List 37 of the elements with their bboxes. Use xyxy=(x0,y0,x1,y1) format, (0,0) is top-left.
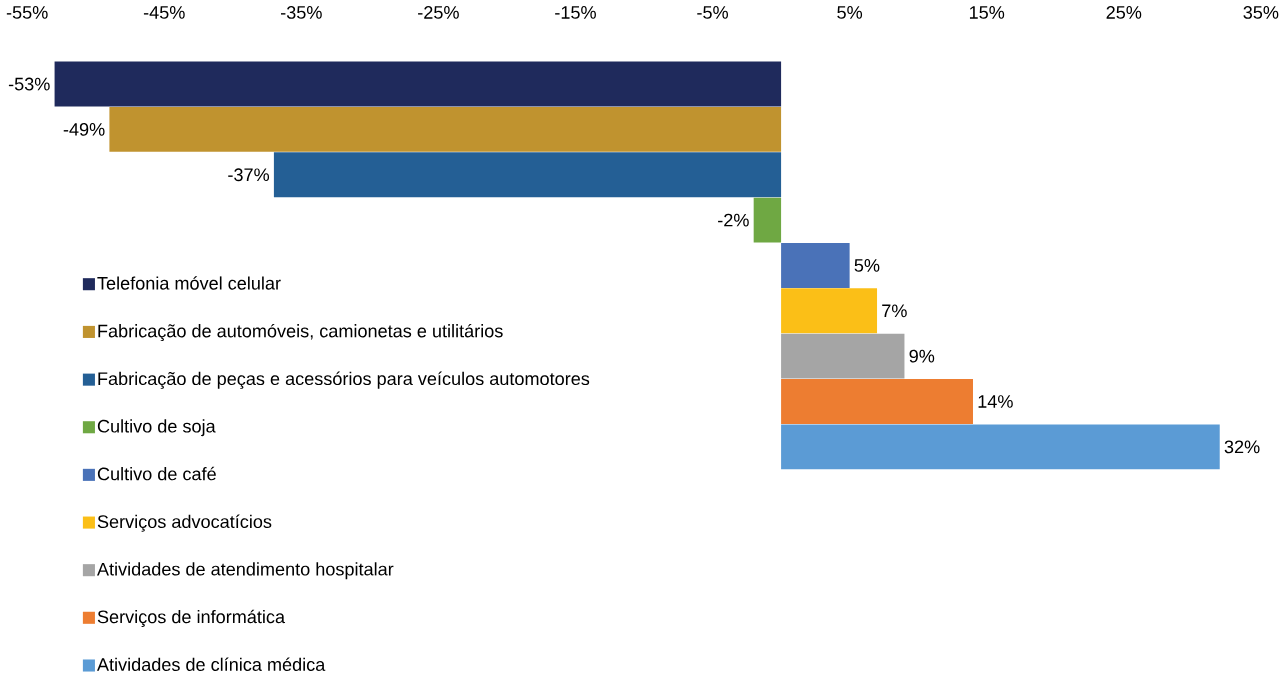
bar xyxy=(781,424,1220,470)
x-tick-label: 15% xyxy=(969,6,1005,20)
x-tick-label: -25% xyxy=(418,6,459,20)
legend-label: Cultivo de soja xyxy=(97,419,216,437)
legend-label: Telefonia móvel celular xyxy=(97,276,281,290)
bar xyxy=(109,107,782,153)
legend-label: Fabricação de automóveis, camionetas e utilitários xyxy=(98,324,503,342)
x-tick-label: -55% xyxy=(6,6,48,20)
x-tick-label: -35% xyxy=(281,6,322,20)
data-label: 32% xyxy=(1224,440,1260,454)
x-tick-label: 5% xyxy=(837,6,863,20)
data-label: 5% xyxy=(854,259,880,273)
data-label: 7% xyxy=(882,304,907,318)
data-label: -37% xyxy=(228,168,270,182)
data-label: 9% xyxy=(909,349,935,363)
bar xyxy=(781,379,973,425)
bar xyxy=(781,288,878,334)
x-tick-label: -5% xyxy=(697,6,728,20)
bar xyxy=(273,152,782,198)
legend-label: Atividades de clínica médica xyxy=(96,657,326,672)
data-label: 14% xyxy=(978,395,1013,409)
x-tick-label: -15% xyxy=(555,6,596,20)
bar xyxy=(54,61,782,107)
data-label: -53% xyxy=(8,77,50,91)
legend-label: Atividades de atendimento hospitalar xyxy=(96,562,394,580)
x-tick-label: 35% xyxy=(1243,6,1279,20)
bar xyxy=(781,333,905,379)
x-tick-label: 25% xyxy=(1106,6,1142,20)
legend-label: Serviços advocatícios xyxy=(97,514,272,532)
x-tick-label: -45% xyxy=(143,6,185,20)
bar xyxy=(753,197,782,243)
bar xyxy=(781,243,850,289)
legend-label: Cultivo de café xyxy=(97,467,216,481)
data-label: -49% xyxy=(63,123,105,137)
legend-label: Serviços de informática xyxy=(97,610,286,628)
data-label: -2% xyxy=(718,213,749,227)
legend-label: Fabricação de peças e acessórios para veículos automotores xyxy=(98,371,590,390)
